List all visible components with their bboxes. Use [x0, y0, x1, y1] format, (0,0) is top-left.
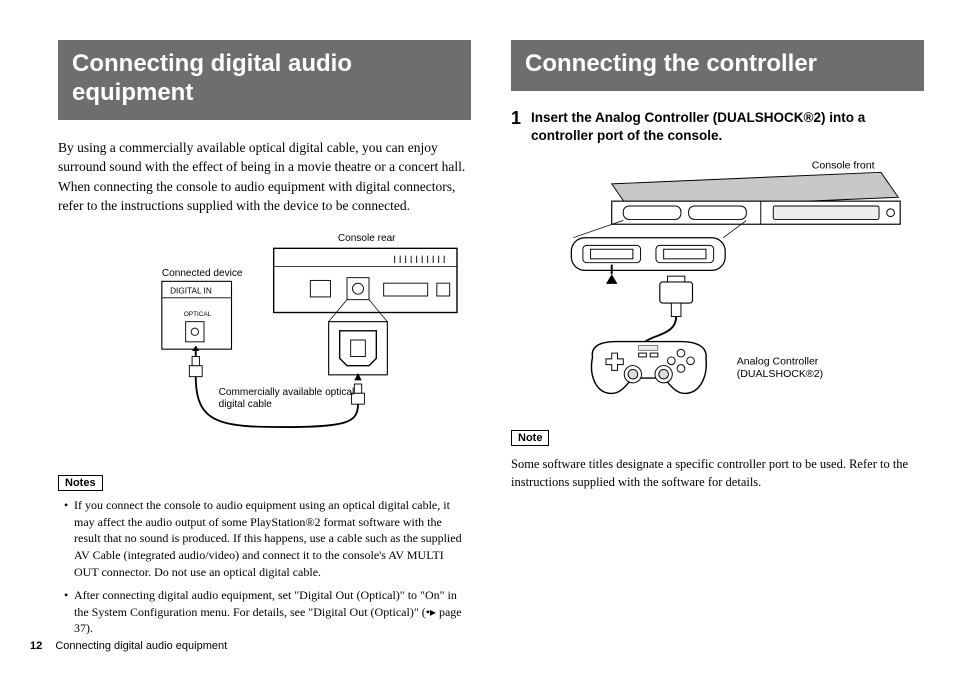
note-item: After connecting digital audio equipment…	[64, 587, 471, 637]
notes-label: Notes	[58, 475, 103, 491]
step-1: 1 Insert the Analog Controller (DUALSHOC…	[511, 109, 924, 145]
label-cable-l1: Commercially available optical	[219, 387, 355, 398]
label-connected-device: Connected device	[162, 268, 243, 279]
label-cable-l2: digital cable	[219, 399, 273, 410]
label-optical: OPTICAL	[184, 311, 212, 318]
left-column: Connecting digital audio equipment By us…	[58, 40, 471, 643]
connected-device-icon: DIGITAL IN OPTICAL	[162, 281, 232, 349]
label-controller-l2: (DUALSHOCK®2)	[737, 368, 823, 380]
step-text: Insert the Analog Controller (DUALSHOCK®…	[531, 109, 924, 145]
label-console-rear: Console rear	[338, 233, 396, 244]
connector-plug-icon	[660, 276, 693, 316]
controller-icon	[592, 342, 707, 394]
footer-title: Connecting digital audio equipment	[55, 640, 227, 652]
diagram-controller: Console front	[511, 155, 924, 410]
note-item: If you connect the console to audio equi…	[64, 497, 471, 581]
console-front-icon	[612, 173, 900, 225]
step-number: 1	[511, 109, 521, 145]
note-text: Some software titles designate a specifi…	[511, 456, 924, 491]
console-rear-icon	[274, 248, 457, 312]
note-label: Note	[511, 430, 549, 446]
cable-plug-left-icon	[189, 345, 202, 376]
label-console-front: Console front	[812, 160, 875, 172]
label-controller-l1: Analog Controller	[737, 356, 819, 368]
notes-list: If you connect the console to audio equi…	[58, 497, 471, 637]
diagram-audio: Console rear	[58, 230, 471, 455]
right-column: Connecting the controller 1 Insert the A…	[511, 40, 924, 643]
intro-paragraph: By using a commercially available optica…	[58, 138, 471, 216]
page-footer: 12 Connecting digital audio equipment	[30, 640, 227, 652]
section-heading-controller: Connecting the controller	[511, 40, 924, 91]
label-digital-in: DIGITAL IN	[170, 286, 212, 295]
page-number: 12	[30, 640, 42, 652]
section-heading-audio: Connecting digital audio equipment	[58, 40, 471, 120]
port-zoom-icon	[571, 221, 746, 284]
